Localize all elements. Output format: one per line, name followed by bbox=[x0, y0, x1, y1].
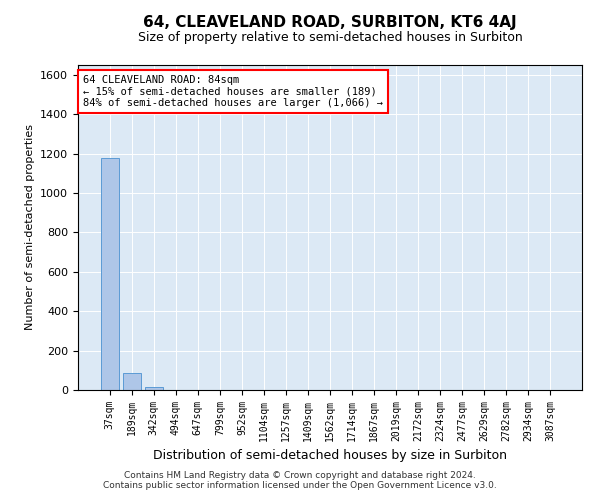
X-axis label: Distribution of semi-detached houses by size in Surbiton: Distribution of semi-detached houses by … bbox=[153, 449, 507, 462]
Text: Size of property relative to semi-detached houses in Surbiton: Size of property relative to semi-detach… bbox=[137, 31, 523, 44]
Text: 64, CLEAVELAND ROAD, SURBITON, KT6 4AJ: 64, CLEAVELAND ROAD, SURBITON, KT6 4AJ bbox=[143, 15, 517, 30]
Bar bbox=[123, 374, 140, 390]
Text: 64 CLEAVELAND ROAD: 84sqm
← 15% of semi-detached houses are smaller (189)
84% of: 64 CLEAVELAND ROAD: 84sqm ← 15% of semi-… bbox=[83, 74, 383, 108]
Bar bbox=[145, 387, 163, 390]
Bar bbox=[101, 158, 119, 390]
Y-axis label: Number of semi-detached properties: Number of semi-detached properties bbox=[25, 124, 35, 330]
Text: Contains HM Land Registry data © Crown copyright and database right 2024.
Contai: Contains HM Land Registry data © Crown c… bbox=[103, 470, 497, 490]
